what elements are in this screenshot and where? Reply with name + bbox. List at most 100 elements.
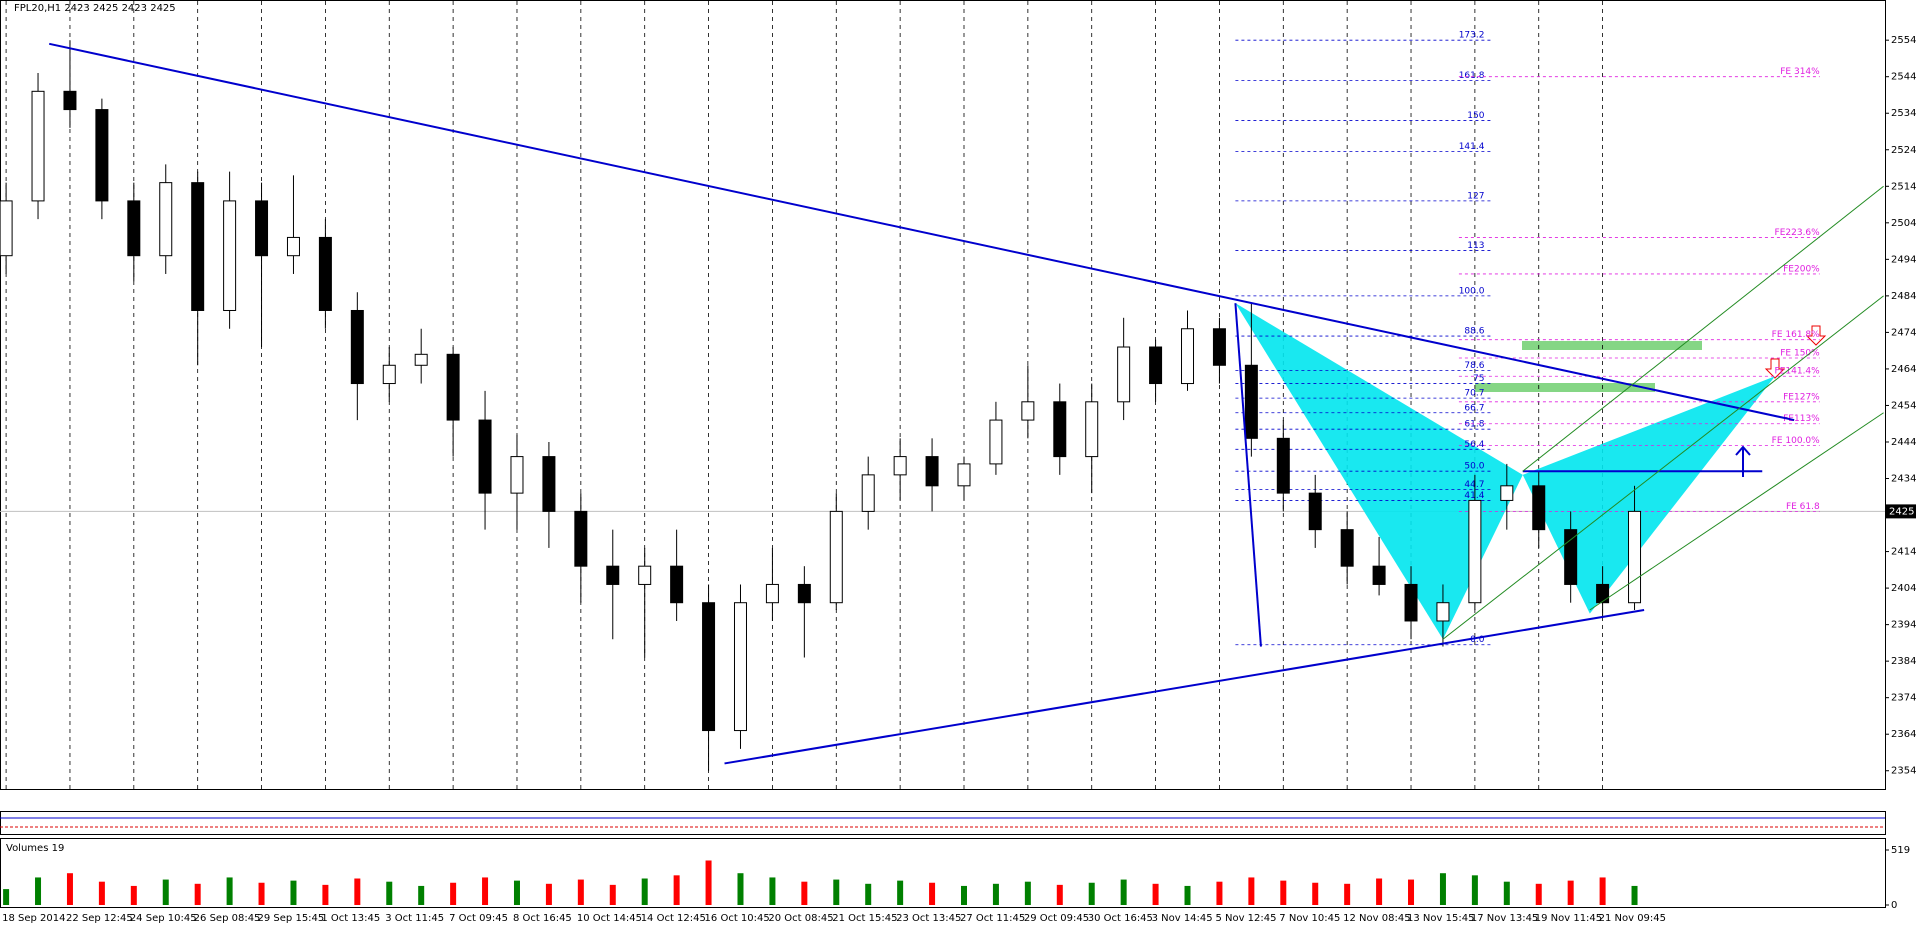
x-tick-label: 3 Nov 14:45 bbox=[1152, 913, 1213, 924]
volume-bar bbox=[992, 883, 999, 905]
candle-body bbox=[925, 456, 939, 487]
volume-bar bbox=[1152, 883, 1159, 905]
volume-bar bbox=[1216, 881, 1223, 905]
candle-body bbox=[1564, 529, 1578, 585]
fe-label: FE127% bbox=[1783, 392, 1820, 402]
trendline bbox=[1589, 412, 1884, 611]
candle-body bbox=[1053, 401, 1067, 458]
y-tick-label: 2354 bbox=[1891, 766, 1916, 777]
candle-body bbox=[1149, 346, 1163, 385]
volume-bar bbox=[1631, 885, 1638, 905]
candle-body bbox=[95, 109, 109, 202]
candle-body bbox=[1085, 401, 1099, 458]
candle-body bbox=[1244, 364, 1258, 439]
volume-bar bbox=[577, 879, 584, 905]
x-tick-label: 30 Oct 16:45 bbox=[1088, 913, 1153, 924]
candle-body bbox=[1117, 346, 1131, 403]
x-tick-label: 7 Nov 10:45 bbox=[1279, 913, 1340, 924]
fe-label: FE 150% bbox=[1780, 348, 1820, 358]
volume-bar bbox=[130, 885, 137, 905]
x-tick-label: 3 Oct 11:45 bbox=[385, 913, 444, 924]
volume-bar bbox=[418, 885, 425, 905]
fib-label: 75 bbox=[1473, 374, 1484, 384]
x-tick-label: 1 Oct 13:45 bbox=[321, 913, 380, 924]
x-tick-label: 29 Oct 09:45 bbox=[1024, 913, 1089, 924]
x-tick-label: 19 Nov 11:45 bbox=[1535, 913, 1602, 924]
target-zone bbox=[1475, 383, 1655, 392]
fib-label: 0.0 bbox=[1470, 635, 1485, 645]
volume-bar bbox=[1408, 879, 1415, 905]
candle-body bbox=[1500, 485, 1514, 501]
volume-bar bbox=[194, 883, 201, 905]
buy-arrow bbox=[1735, 445, 1751, 477]
harmonic-pattern bbox=[1522, 376, 1776, 614]
candle-body bbox=[223, 200, 237, 311]
chart-title: FPL20,H1 2423 2425 2423 2425 bbox=[14, 3, 176, 14]
candle-body bbox=[1276, 437, 1290, 494]
volume-bar bbox=[705, 860, 712, 905]
y-tick-label: 2384 bbox=[1891, 656, 1916, 667]
fib-label: 141.4 bbox=[1459, 142, 1485, 152]
x-tick-label: 26 Sep 08:45 bbox=[194, 913, 261, 924]
volume-bar bbox=[833, 879, 840, 905]
volume-bar bbox=[1120, 879, 1127, 905]
x-tick-label: 14 Oct 12:45 bbox=[641, 913, 706, 924]
volume-bar bbox=[673, 875, 680, 905]
x-tick-label: 17 Nov 13:45 bbox=[1471, 913, 1538, 924]
candle-body bbox=[350, 309, 364, 385]
volume-bar bbox=[162, 879, 169, 905]
fib-label: 113 bbox=[1467, 241, 1484, 251]
fib-label: 127 bbox=[1467, 191, 1484, 201]
candle-body bbox=[382, 364, 396, 385]
fib-label: 161.8 bbox=[1459, 71, 1485, 81]
volume-bar bbox=[35, 877, 42, 905]
volume-bar bbox=[1280, 880, 1287, 905]
volume-bar bbox=[1344, 883, 1351, 905]
x-tick-label: 21 Nov 09:45 bbox=[1599, 913, 1666, 924]
y-tick-label: 2474 bbox=[1891, 327, 1916, 338]
candle-body bbox=[63, 90, 77, 111]
harmonic-pattern bbox=[1235, 303, 1523, 640]
y-tick-label: 2414 bbox=[1891, 547, 1916, 558]
candle-body bbox=[510, 456, 524, 494]
candle-body bbox=[957, 463, 971, 487]
x-tick-label: 8 Oct 16:45 bbox=[513, 913, 572, 924]
volume-bar bbox=[1184, 885, 1191, 905]
volume-title: Volumes 19 bbox=[6, 843, 64, 854]
fib-label: 173.2 bbox=[1459, 31, 1485, 41]
fib-label: 70.7 bbox=[1464, 389, 1484, 399]
x-tick-label: 13 Nov 15:45 bbox=[1407, 913, 1474, 924]
x-tick-label: 21 Oct 15:45 bbox=[832, 913, 897, 924]
candle-body bbox=[861, 474, 875, 512]
candle-body bbox=[989, 419, 1003, 465]
candle-body bbox=[31, 90, 45, 202]
volume-bar bbox=[897, 880, 904, 905]
y-tick-label: 2444 bbox=[1891, 437, 1916, 448]
volume-bar bbox=[3, 889, 10, 905]
fe-label: FE 161.8% bbox=[1772, 330, 1820, 340]
candle-body bbox=[829, 510, 843, 604]
candle-body bbox=[414, 353, 428, 366]
y-tick-label: 2364 bbox=[1891, 729, 1916, 740]
fib-label: 61.8 bbox=[1464, 420, 1484, 430]
candle-body bbox=[1372, 565, 1386, 585]
volume-bar bbox=[258, 882, 265, 905]
candle-body bbox=[0, 200, 13, 257]
oscillator-frame bbox=[0, 811, 1886, 835]
sell-arrow bbox=[1764, 358, 1786, 379]
volume-bar bbox=[641, 878, 648, 905]
volume-bar bbox=[1376, 878, 1383, 905]
volume-bar bbox=[1056, 884, 1063, 905]
candle-body bbox=[797, 583, 811, 604]
volume-bar bbox=[609, 884, 616, 905]
candle-body bbox=[1404, 583, 1418, 622]
y-tick-label: 2464 bbox=[1891, 364, 1916, 375]
volume-bar bbox=[737, 873, 744, 905]
volume-bar bbox=[290, 880, 297, 905]
fe-label: FE 100.0% bbox=[1772, 436, 1820, 446]
x-tick-label: 27 Oct 11:45 bbox=[960, 913, 1025, 924]
candle-body bbox=[733, 602, 747, 732]
candle-body bbox=[670, 565, 684, 604]
sell-arrow bbox=[1805, 325, 1827, 346]
